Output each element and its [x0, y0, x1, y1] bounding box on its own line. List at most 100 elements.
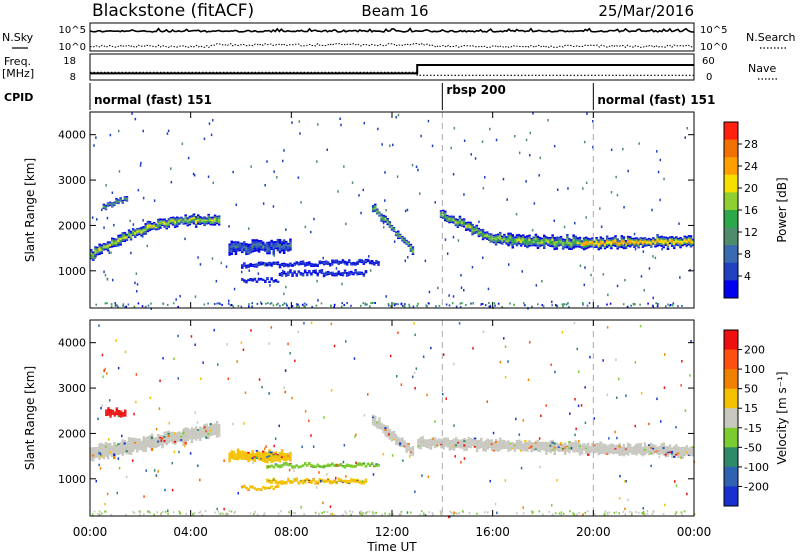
echo-cell: [180, 440, 183, 443]
echo-cell: [280, 465, 284, 466]
echo-cell: [360, 274, 363, 275]
echo-cell: [675, 237, 678, 240]
echo-cell: [509, 242, 512, 244]
echo-cell: [339, 463, 343, 464]
echo-cell: [282, 264, 286, 266]
echo-cell: [104, 205, 108, 207]
echo-cell: [555, 247, 559, 250]
echo-cell: [308, 463, 311, 464]
echo-cell: [109, 133, 112, 137]
echo-cell: [270, 302, 273, 305]
echo-cell: [125, 441, 129, 444]
echo-cell: [190, 440, 194, 443]
echo-cell: [245, 281, 248, 283]
echo-cell: [371, 423, 375, 426]
echo-cell: [620, 241, 624, 244]
echo-cell: [612, 450, 615, 453]
echo-cell: [641, 246, 645, 248]
echo-cell: [551, 447, 554, 450]
echo-cell: [280, 482, 284, 484]
echo-cell: [448, 219, 451, 221]
echo-cell: [341, 272, 345, 273]
echo-cell: [382, 216, 385, 218]
echo-cell: [452, 442, 456, 445]
echo-cell: [519, 237, 523, 239]
echo-cell: [440, 443, 443, 446]
echo-cell: [241, 266, 244, 268]
echo-cell: [322, 465, 326, 467]
echo-cell: [203, 221, 206, 223]
echo-cell: [587, 244, 590, 247]
echo-cell: [285, 265, 288, 267]
echo-cell: [616, 238, 619, 241]
echo-cell: [121, 201, 124, 202]
echo-cell: [289, 465, 292, 467]
echo-cell: [295, 478, 298, 479]
echo-cell: [210, 133, 213, 137]
echo-cell: [115, 410, 119, 412]
echo-cell: [388, 432, 392, 435]
echo-cell: [92, 447, 95, 450]
echo-cell: [124, 413, 127, 415]
echo-cell: [450, 446, 454, 448]
echo-cell: [647, 239, 651, 241]
echo-cell: [221, 303, 223, 306]
echo-cell: [409, 246, 413, 248]
echo-cell: [148, 435, 152, 438]
echo-cell: [176, 432, 179, 434]
echo-cell: [150, 436, 154, 440]
echo-cell: [417, 445, 420, 447]
echo-cell: [234, 250, 238, 253]
echo-cell: [280, 481, 284, 482]
echo-cell: [272, 263, 275, 264]
echo-cell: [681, 238, 684, 240]
echo-cell: [348, 481, 351, 483]
echo-cell: [333, 480, 336, 482]
echo-cell: [388, 434, 392, 437]
echo-cell: [259, 261, 263, 263]
echo-cell: [465, 229, 468, 231]
echo-cell: [262, 456, 265, 459]
echo-cell: [532, 239, 535, 242]
echo-cell: [136, 233, 139, 235]
echo-cell: [618, 447, 621, 450]
echo-cell: [215, 221, 219, 223]
echo-cell: [543, 246, 546, 249]
echo-cell: [299, 273, 303, 275]
echo-cell: [633, 453, 636, 455]
echo-cell: [492, 234, 496, 237]
echo-cell: [278, 455, 282, 458]
echo-cell: [165, 224, 168, 227]
echo-cell: [276, 465, 280, 467]
echo-cell: [650, 243, 653, 245]
echo-cell: [122, 304, 124, 307]
echo-cell: [289, 269, 292, 271]
echo-cell: [551, 449, 554, 452]
echo-cell: [496, 240, 500, 242]
echo-cell: [392, 430, 396, 433]
echo-cell: [626, 451, 630, 454]
echo-cell: [316, 266, 319, 267]
echo-cell: [650, 241, 653, 244]
echo-cell: [650, 443, 653, 445]
echo-cell: [502, 177, 505, 181]
echo-cell: [251, 487, 254, 489]
echo-cell: [428, 302, 430, 305]
echo-cell: [390, 433, 394, 435]
echo-cell: [320, 480, 324, 482]
echo-cell: [572, 234, 575, 237]
echo-cell: [253, 239, 257, 242]
echo-cell: [180, 222, 183, 224]
echo-cell: [266, 481, 269, 482]
echo-cell: [643, 245, 647, 247]
echo-cell: [407, 448, 410, 450]
echo-cell: [310, 264, 313, 266]
echo-cell: [274, 453, 278, 455]
echo-cell: [291, 265, 294, 267]
echo-cell: [113, 444, 116, 448]
echo-cell: [280, 265, 284, 266]
echo-cell: [635, 453, 638, 456]
echo-cell: [397, 234, 400, 237]
echo-cell: [316, 481, 319, 482]
echo-cell: [599, 238, 603, 241]
